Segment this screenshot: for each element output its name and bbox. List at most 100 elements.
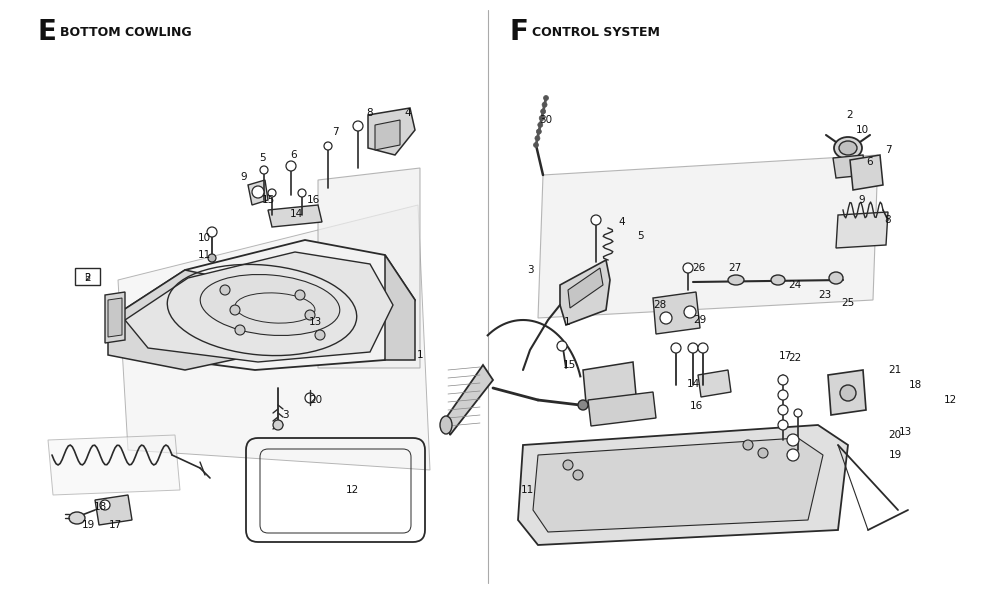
Circle shape — [538, 122, 543, 127]
Polygon shape — [588, 392, 656, 426]
Polygon shape — [248, 180, 268, 205]
Text: 15: 15 — [261, 195, 275, 205]
Circle shape — [305, 393, 315, 403]
Text: 16: 16 — [306, 195, 320, 205]
Text: 2: 2 — [847, 110, 853, 120]
Polygon shape — [268, 205, 322, 227]
Circle shape — [315, 330, 325, 340]
Polygon shape — [108, 270, 255, 370]
Circle shape — [235, 325, 245, 335]
Circle shape — [100, 500, 110, 510]
Circle shape — [683, 263, 693, 273]
Ellipse shape — [839, 141, 857, 155]
Text: 8: 8 — [367, 108, 373, 118]
Circle shape — [268, 189, 276, 197]
Polygon shape — [583, 362, 636, 403]
Circle shape — [544, 95, 548, 100]
Circle shape — [286, 161, 296, 171]
Text: 16: 16 — [689, 401, 703, 411]
Text: 6: 6 — [867, 157, 873, 167]
Circle shape — [684, 306, 696, 318]
Circle shape — [698, 343, 708, 353]
Text: 11: 11 — [197, 250, 211, 260]
Text: 6: 6 — [291, 150, 297, 160]
Text: 22: 22 — [788, 353, 802, 363]
Ellipse shape — [440, 416, 452, 434]
Text: 2: 2 — [85, 273, 91, 283]
Polygon shape — [653, 292, 700, 334]
Text: 10: 10 — [197, 233, 211, 243]
Polygon shape — [533, 438, 823, 532]
Circle shape — [778, 420, 788, 430]
Circle shape — [840, 385, 856, 401]
Text: 28: 28 — [653, 300, 667, 310]
Text: 7: 7 — [332, 127, 338, 137]
Polygon shape — [385, 255, 415, 360]
Circle shape — [573, 470, 583, 480]
Circle shape — [778, 405, 788, 415]
Text: 15: 15 — [562, 360, 576, 370]
Text: 19: 19 — [888, 450, 902, 460]
Circle shape — [324, 142, 332, 150]
Circle shape — [230, 305, 240, 315]
Circle shape — [660, 312, 672, 324]
Text: E: E — [38, 18, 57, 46]
Text: 14: 14 — [289, 209, 303, 219]
Circle shape — [787, 434, 799, 446]
Circle shape — [578, 400, 588, 410]
Text: 3: 3 — [527, 265, 533, 275]
Text: 13: 13 — [898, 427, 912, 437]
Polygon shape — [836, 212, 888, 248]
Text: BOTTOM COWLING: BOTTOM COWLING — [60, 25, 192, 39]
Circle shape — [207, 227, 217, 237]
Polygon shape — [105, 292, 125, 343]
Text: 14: 14 — [686, 379, 700, 389]
Text: 7: 7 — [885, 145, 891, 155]
Polygon shape — [698, 370, 731, 397]
Circle shape — [758, 448, 768, 458]
Circle shape — [557, 341, 567, 351]
Polygon shape — [833, 155, 866, 178]
Circle shape — [252, 186, 264, 198]
Circle shape — [794, 409, 802, 417]
Text: 17: 17 — [778, 351, 792, 361]
Text: 9: 9 — [241, 172, 247, 182]
Text: 27: 27 — [728, 263, 742, 273]
Text: 5: 5 — [259, 153, 265, 163]
Text: 13: 13 — [308, 317, 322, 327]
Circle shape — [298, 189, 306, 197]
Polygon shape — [560, 260, 610, 325]
Text: 4: 4 — [619, 217, 625, 227]
Ellipse shape — [69, 512, 85, 524]
Text: B: B — [84, 273, 90, 282]
Circle shape — [353, 121, 363, 131]
Text: 23: 23 — [818, 290, 832, 300]
Circle shape — [305, 310, 315, 320]
Polygon shape — [538, 155, 878, 318]
Text: 30: 30 — [539, 115, 553, 125]
Text: CONTROL SYSTEM: CONTROL SYSTEM — [532, 25, 660, 39]
Text: 24: 24 — [788, 280, 802, 290]
Text: 19: 19 — [81, 520, 95, 530]
Circle shape — [295, 290, 305, 300]
Circle shape — [778, 375, 788, 385]
Polygon shape — [95, 495, 132, 525]
Circle shape — [787, 449, 799, 461]
Circle shape — [273, 420, 283, 430]
Circle shape — [778, 390, 788, 400]
Polygon shape — [850, 155, 883, 190]
Ellipse shape — [829, 272, 843, 284]
Ellipse shape — [728, 275, 744, 285]
Polygon shape — [318, 168, 420, 368]
Text: 20: 20 — [309, 395, 323, 405]
Text: 1: 1 — [417, 350, 423, 360]
Text: 12: 12 — [345, 485, 359, 495]
Circle shape — [671, 343, 681, 353]
Ellipse shape — [834, 137, 862, 159]
Polygon shape — [48, 435, 180, 495]
Text: 26: 26 — [692, 263, 706, 273]
Polygon shape — [568, 268, 603, 308]
Polygon shape — [108, 298, 122, 337]
Text: 10: 10 — [855, 125, 869, 135]
Text: 18: 18 — [93, 502, 107, 512]
